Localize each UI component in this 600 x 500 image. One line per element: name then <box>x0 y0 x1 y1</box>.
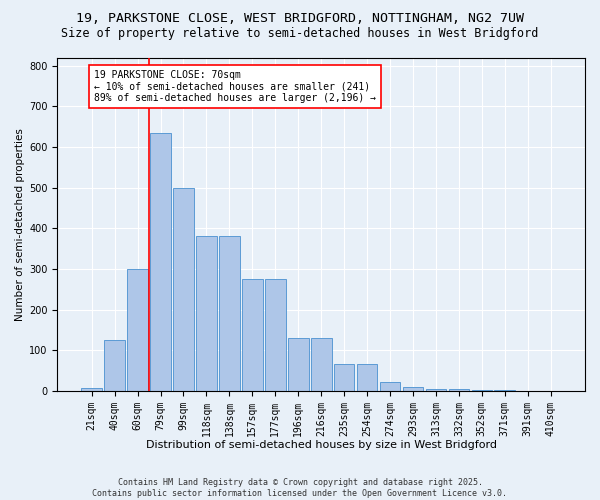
Bar <box>127 269 148 391</box>
Y-axis label: Number of semi-detached properties: Number of semi-detached properties <box>15 128 25 320</box>
Bar <box>173 188 194 391</box>
Text: 19 PARKSTONE CLOSE: 70sqm
← 10% of semi-detached houses are smaller (241)
89% of: 19 PARKSTONE CLOSE: 70sqm ← 10% of semi-… <box>94 70 376 103</box>
X-axis label: Distribution of semi-detached houses by size in West Bridgford: Distribution of semi-detached houses by … <box>146 440 497 450</box>
Bar <box>472 390 492 391</box>
Bar <box>288 338 308 391</box>
Bar <box>265 279 286 391</box>
Bar <box>150 132 171 391</box>
Text: Contains HM Land Registry data © Crown copyright and database right 2025.
Contai: Contains HM Land Registry data © Crown c… <box>92 478 508 498</box>
Bar <box>334 364 355 391</box>
Text: Size of property relative to semi-detached houses in West Bridgford: Size of property relative to semi-detach… <box>61 28 539 40</box>
Bar <box>219 236 240 391</box>
Bar <box>82 388 102 391</box>
Bar <box>380 382 400 391</box>
Bar <box>311 338 332 391</box>
Bar <box>196 236 217 391</box>
Bar <box>104 340 125 391</box>
Bar <box>449 389 469 391</box>
Bar <box>425 389 446 391</box>
Bar <box>403 387 424 391</box>
Bar <box>357 364 377 391</box>
Bar <box>494 390 515 391</box>
Text: 19, PARKSTONE CLOSE, WEST BRIDGFORD, NOTTINGHAM, NG2 7UW: 19, PARKSTONE CLOSE, WEST BRIDGFORD, NOT… <box>76 12 524 26</box>
Bar <box>242 279 263 391</box>
